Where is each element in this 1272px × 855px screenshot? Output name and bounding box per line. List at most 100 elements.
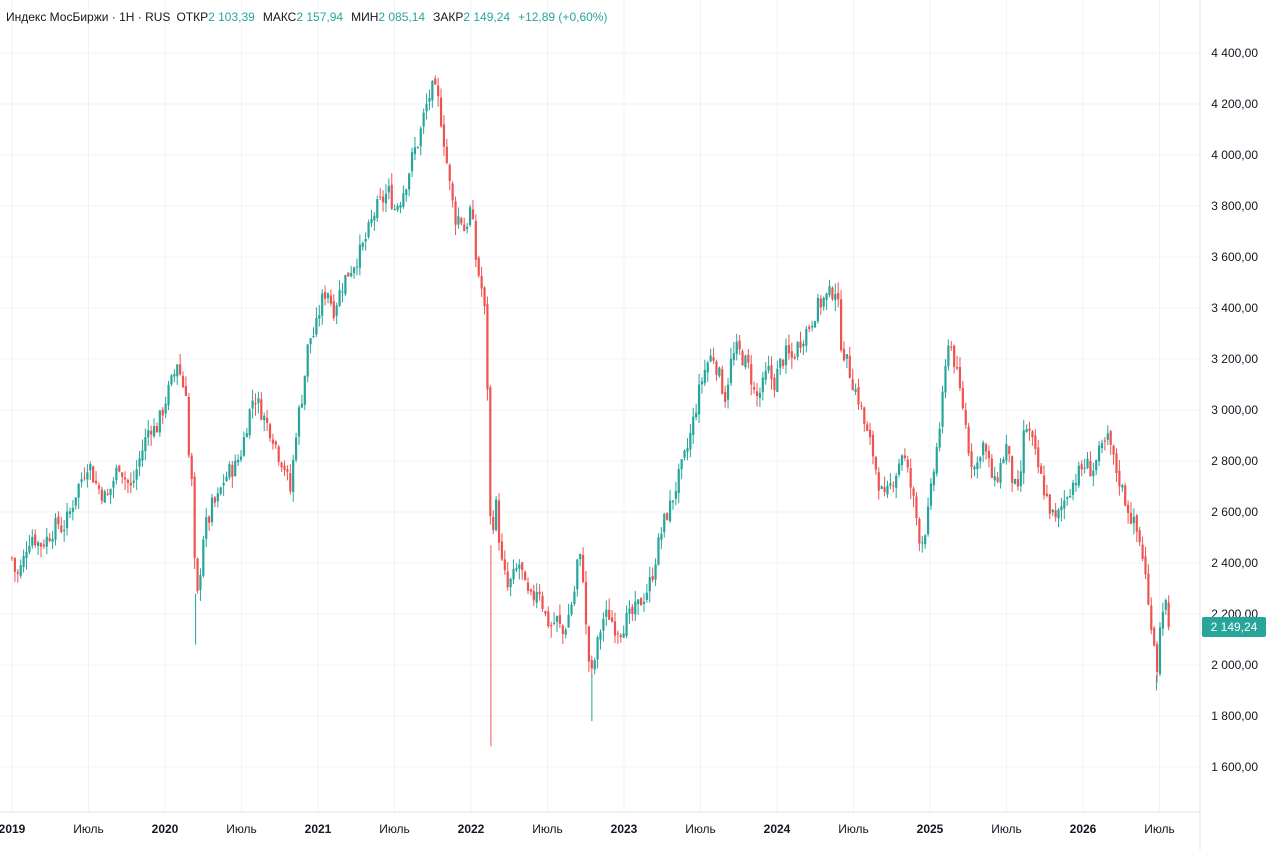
candle-body[interactable] xyxy=(1005,443,1008,461)
candle-body[interactable] xyxy=(77,484,80,498)
candle-body[interactable] xyxy=(129,482,132,486)
candle-body[interactable] xyxy=(660,533,663,540)
candle-body[interactable] xyxy=(619,635,622,637)
candle-body[interactable] xyxy=(1019,471,1022,487)
candle-body[interactable] xyxy=(384,193,388,204)
candle-body[interactable] xyxy=(773,377,776,391)
candle-body[interactable] xyxy=(524,571,527,581)
candle-body[interactable] xyxy=(83,477,86,479)
candle-body[interactable] xyxy=(1144,556,1147,575)
candle-body[interactable] xyxy=(851,379,854,391)
candle-body[interactable] xyxy=(613,621,617,636)
candle-body[interactable] xyxy=(584,581,588,625)
candle-body[interactable] xyxy=(509,578,512,588)
candle-body[interactable] xyxy=(697,384,701,415)
candle-body[interactable] xyxy=(167,384,170,406)
candle-body[interactable] xyxy=(790,351,793,358)
candle-body[interactable] xyxy=(210,497,214,523)
candle-body[interactable] xyxy=(567,614,570,628)
candle-body[interactable] xyxy=(115,467,118,481)
candle-body[interactable] xyxy=(645,592,648,600)
candle-body[interactable] xyxy=(732,353,735,361)
candle-body[interactable] xyxy=(715,361,718,375)
candle-body[interactable] xyxy=(895,475,898,488)
candle-body[interactable] xyxy=(451,183,454,201)
candle-body[interactable] xyxy=(1034,435,1037,449)
candle-body[interactable] xyxy=(1115,453,1118,473)
candle-body[interactable] xyxy=(1071,482,1075,496)
candle-body[interactable] xyxy=(373,215,376,221)
candle-body[interactable] xyxy=(845,354,848,359)
candle-body[interactable] xyxy=(396,205,399,211)
candle-body[interactable] xyxy=(1153,627,1156,646)
candle-body[interactable] xyxy=(100,489,103,501)
candle-body[interactable] xyxy=(860,405,863,407)
time-axis[interactable]: 2019 Июль 2020 Июль 2021 Июль 2022 Июль 2023 Июль… xyxy=(0,822,1175,836)
candle-body[interactable] xyxy=(535,592,538,603)
candle-body[interactable] xyxy=(1016,479,1020,487)
candle-body[interactable] xyxy=(25,551,28,559)
candle-body[interactable] xyxy=(1158,627,1162,675)
candle-body[interactable] xyxy=(961,387,964,409)
candle-body[interactable] xyxy=(234,460,237,477)
candle-body[interactable] xyxy=(555,616,559,622)
candle-body[interactable] xyxy=(208,516,211,523)
candle-body[interactable] xyxy=(19,565,22,576)
candle-body[interactable] xyxy=(242,437,246,456)
candle-body[interactable] xyxy=(753,387,756,390)
candle-body[interactable] xyxy=(874,457,877,470)
candle-body[interactable] xyxy=(309,338,312,345)
candle-body[interactable] xyxy=(112,480,115,488)
candle-body[interactable] xyxy=(506,571,509,588)
candle-body[interactable] xyxy=(526,582,530,591)
candle-body[interactable] xyxy=(767,365,770,371)
candle-body[interactable] xyxy=(839,299,843,351)
candle-body[interactable] xyxy=(596,637,599,660)
candle-body[interactable] xyxy=(483,287,486,307)
candle-body[interactable] xyxy=(352,267,356,274)
candle-body[interactable] xyxy=(1132,516,1135,524)
candle-body[interactable] xyxy=(967,426,970,454)
candle-body[interactable] xyxy=(431,81,434,101)
symbol-title[interactable]: Индекс МосБиржи · 1Н · RUS xyxy=(6,10,171,24)
candle-body[interactable] xyxy=(416,147,419,149)
candle-body[interactable] xyxy=(799,341,802,348)
candle-body[interactable] xyxy=(642,601,646,604)
candle-body[interactable] xyxy=(1095,459,1098,471)
candle-body[interactable] xyxy=(709,355,712,362)
candle-body[interactable] xyxy=(932,471,935,486)
candle-body[interactable] xyxy=(138,458,141,467)
candle-body[interactable] xyxy=(193,476,196,559)
candle-body[interactable] xyxy=(202,539,205,576)
candle-body[interactable] xyxy=(109,488,112,496)
candle-body[interactable] xyxy=(442,124,446,147)
candle-body[interactable] xyxy=(648,577,651,592)
candle-body[interactable] xyxy=(155,425,159,433)
candle-body[interactable] xyxy=(42,544,45,547)
candle-body[interactable] xyxy=(1150,605,1153,631)
candle-body[interactable] xyxy=(332,301,335,318)
candle-body[interactable] xyxy=(237,459,240,463)
candle-body[interactable] xyxy=(463,224,466,232)
candle-body[interactable] xyxy=(364,238,367,242)
candle-body[interactable] xyxy=(871,434,875,457)
candle-body[interactable] xyxy=(190,455,193,479)
candle-body[interactable] xyxy=(918,518,921,544)
candle-body[interactable] xyxy=(254,403,257,405)
candle-body[interactable] xyxy=(123,477,127,480)
candle-body[interactable] xyxy=(173,373,176,377)
candle-body[interactable] xyxy=(1112,445,1115,455)
candle-body[interactable] xyxy=(1126,504,1130,513)
candle-body[interactable] xyxy=(503,559,506,571)
candle-body[interactable] xyxy=(990,458,993,478)
candle-body[interactable] xyxy=(654,564,657,580)
candle-body[interactable] xyxy=(274,441,277,445)
candle-body[interactable] xyxy=(982,442,985,456)
candle-body[interactable] xyxy=(828,286,831,296)
candle-body[interactable] xyxy=(350,272,353,277)
candle-body[interactable] xyxy=(842,348,846,361)
candle-body[interactable] xyxy=(1098,445,1101,462)
candle-body[interactable] xyxy=(854,389,857,392)
candle-body[interactable] xyxy=(181,375,185,388)
